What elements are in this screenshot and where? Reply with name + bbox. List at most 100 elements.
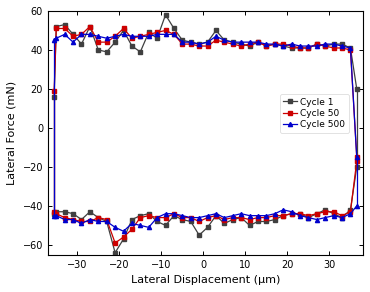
Y-axis label: Lateral Force (mN): Lateral Force (mN) <box>7 81 17 185</box>
Cycle 500 <box>348 46 353 50</box>
Line: Cycle 1: Cycle 1 <box>53 13 359 98</box>
Cycle 500 <box>163 33 168 36</box>
Cycle 50 <box>273 42 277 46</box>
Legend: Cycle 1, Cycle 50, Cycle 500: Cycle 1, Cycle 50, Cycle 500 <box>280 94 349 133</box>
Cycle 500 <box>248 40 252 44</box>
Cycle 1 <box>298 46 302 50</box>
Cycle 50 <box>214 39 218 42</box>
Cycle 1 <box>281 44 285 48</box>
Cycle 1 <box>180 39 185 42</box>
Cycle 50 <box>180 42 185 46</box>
Cycle 1 <box>113 40 117 44</box>
Cycle 1 <box>273 42 277 46</box>
Cycle 500 <box>314 44 319 48</box>
Cycle 50 <box>113 34 117 38</box>
Cycle 500 <box>332 42 336 46</box>
Cycle 50 <box>197 44 201 48</box>
Cycle 50 <box>239 44 243 48</box>
Cycle 50 <box>163 29 168 32</box>
Cycle 500 <box>231 40 235 44</box>
Cycle 1 <box>222 39 226 42</box>
Cycle 500 <box>264 42 269 46</box>
Cycle 50 <box>88 25 92 28</box>
Cycle 50 <box>248 42 252 46</box>
Cycle 1 <box>197 42 201 46</box>
Cycle 50 <box>264 44 269 48</box>
Cycle 1 <box>306 46 311 50</box>
Cycle 1 <box>172 27 176 30</box>
Cycle 50 <box>306 46 311 50</box>
Cycle 500 <box>340 44 344 48</box>
Cycle 50 <box>138 34 142 38</box>
Cycle 1 <box>323 44 327 48</box>
Cycle 50 <box>71 34 75 38</box>
Cycle 50 <box>79 33 84 36</box>
Cycle 500 <box>256 40 260 44</box>
Cycle 500 <box>63 33 67 36</box>
Line: Cycle 500: Cycle 500 <box>52 32 359 159</box>
Cycle 500 <box>306 44 311 48</box>
Cycle 1 <box>52 95 56 98</box>
Cycle 1 <box>205 40 210 44</box>
Cycle 1 <box>264 44 269 48</box>
Cycle 1 <box>96 48 101 52</box>
Cycle 500 <box>96 34 101 38</box>
X-axis label: Lateral Displacement (μm): Lateral Displacement (μm) <box>131 275 280 285</box>
Cycle 500 <box>214 34 218 38</box>
Cycle 1 <box>314 42 319 46</box>
Cycle 500 <box>239 40 243 44</box>
Cycle 50 <box>256 40 260 44</box>
Cycle 50 <box>354 155 359 159</box>
Cycle 500 <box>71 40 75 44</box>
Cycle 50 <box>340 46 344 50</box>
Line: Cycle 50: Cycle 50 <box>53 25 359 159</box>
Cycle 1 <box>354 87 359 91</box>
Cycle 1 <box>104 50 109 54</box>
Cycle 1 <box>163 13 168 17</box>
Cycle 50 <box>281 42 285 46</box>
Cycle 50 <box>96 40 101 44</box>
Cycle 50 <box>222 40 226 44</box>
Cycle 500 <box>88 33 92 36</box>
Cycle 50 <box>348 48 353 52</box>
Cycle 500 <box>298 44 302 48</box>
Cycle 500 <box>138 34 142 38</box>
Cycle 500 <box>189 40 193 44</box>
Cycle 1 <box>121 29 126 32</box>
Cycle 1 <box>231 40 235 44</box>
Cycle 50 <box>332 46 336 50</box>
Cycle 1 <box>155 36 159 40</box>
Cycle 500 <box>130 34 134 38</box>
Cycle 500 <box>289 42 294 46</box>
Cycle 1 <box>54 25 58 28</box>
Cycle 50 <box>130 36 134 40</box>
Cycle 500 <box>113 34 117 38</box>
Cycle 500 <box>197 42 201 46</box>
Cycle 500 <box>273 42 277 46</box>
Cycle 1 <box>289 46 294 50</box>
Cycle 50 <box>147 33 151 36</box>
Cycle 500 <box>121 33 126 36</box>
Cycle 1 <box>138 50 142 54</box>
Cycle 1 <box>88 25 92 28</box>
Cycle 50 <box>323 44 327 48</box>
Cycle 1 <box>214 29 218 32</box>
Cycle 500 <box>323 42 327 46</box>
Cycle 50 <box>189 42 193 46</box>
Cycle 1 <box>130 44 134 48</box>
Cycle 1 <box>348 46 353 50</box>
Cycle 1 <box>63 23 67 26</box>
Cycle 50 <box>205 44 210 48</box>
Cycle 1 <box>147 31 151 34</box>
Cycle 50 <box>104 40 109 44</box>
Cycle 500 <box>180 40 185 44</box>
Cycle 500 <box>147 34 151 38</box>
Cycle 500 <box>104 36 109 40</box>
Cycle 1 <box>71 33 75 36</box>
Cycle 1 <box>79 42 84 46</box>
Cycle 1 <box>340 42 344 46</box>
Cycle 50 <box>52 89 56 93</box>
Cycle 500 <box>155 33 159 36</box>
Cycle 50 <box>155 31 159 34</box>
Cycle 50 <box>172 33 176 36</box>
